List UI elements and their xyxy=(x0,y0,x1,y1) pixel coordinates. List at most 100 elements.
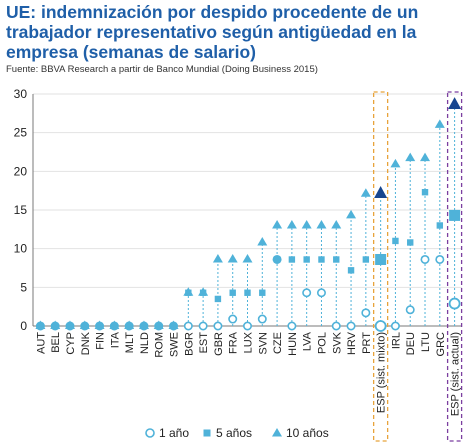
marker-10-years xyxy=(346,209,357,219)
marker-1-year xyxy=(390,321,400,331)
category-group: GBR xyxy=(212,253,225,356)
highlight-box xyxy=(372,91,389,442)
marker-10-years xyxy=(183,287,194,296)
category-group: DNK xyxy=(79,320,92,355)
marker-5-years xyxy=(436,222,444,229)
x-tick-label: IRL xyxy=(390,332,402,349)
marker-1-year xyxy=(198,321,208,331)
legend-label: 10 años xyxy=(286,426,329,440)
marker-5-years xyxy=(407,239,414,246)
y-tick-label: 20 xyxy=(14,164,28,178)
y-tick-label: 10 xyxy=(14,242,28,256)
x-tick-label: LTU xyxy=(420,332,432,352)
marker-10-years xyxy=(286,219,297,229)
category-group: BGR xyxy=(183,287,195,356)
category-group: GRC xyxy=(434,119,447,356)
x-tick-label: ITA xyxy=(109,331,121,348)
category-group: ROM xyxy=(153,320,166,358)
marker-5-years xyxy=(244,289,251,296)
y-tick-label: 5 xyxy=(20,280,27,294)
marker-5-years xyxy=(273,256,281,263)
category-group: EST xyxy=(198,287,210,353)
x-tick-label: HUN xyxy=(287,332,299,356)
marker-5-years xyxy=(318,256,325,263)
category-group: BEL xyxy=(50,320,62,353)
category-group: FIN xyxy=(94,320,107,350)
marker-10-years xyxy=(153,320,164,329)
marker-5-years xyxy=(362,256,370,263)
source-note: Fuente: BBVA Research a partir de Banco … xyxy=(6,64,318,75)
page-title: UE: indemnización por despido procedente… xyxy=(6,2,419,62)
x-tick-label: BGR xyxy=(183,332,195,356)
x-tick-label: SWE xyxy=(169,332,181,357)
legend-marker-10-years xyxy=(272,428,282,437)
legend-label: 1 año xyxy=(159,426,189,440)
category-group: ESP (sist. mixto) xyxy=(374,186,388,413)
marker-10-years xyxy=(198,287,209,296)
legend-label: 5 años xyxy=(216,426,252,440)
marker-1-year xyxy=(257,314,267,324)
marker-10-years xyxy=(374,186,388,198)
marker-10-years xyxy=(331,219,342,229)
x-tick-label: ROM xyxy=(154,332,166,358)
marker-10-years xyxy=(64,320,75,329)
marker-1-year xyxy=(361,308,371,318)
marker-1-year xyxy=(435,254,445,264)
y-tick-label: 25 xyxy=(14,126,28,140)
category-group: DEU xyxy=(405,152,417,355)
marker-5-years xyxy=(303,256,310,263)
legend-item: 10 años xyxy=(272,426,329,440)
x-tick-label: CYP xyxy=(65,332,77,355)
x-tick-label: EST xyxy=(198,332,210,354)
marker-10-years xyxy=(301,219,312,229)
marker-5-years xyxy=(333,256,340,263)
legend-item: 5 años xyxy=(203,426,252,440)
category-group: LVA xyxy=(301,219,314,351)
category-group: CYP xyxy=(64,320,77,355)
marker-5-years xyxy=(375,253,387,265)
category-group: FRA xyxy=(227,253,240,354)
marker-10-years xyxy=(257,236,268,246)
legend-marker-1-year xyxy=(145,428,155,438)
legend-marker-5-years xyxy=(203,429,211,437)
marker-10-years xyxy=(405,152,416,162)
marker-1-year xyxy=(316,288,326,298)
category-group: IRL xyxy=(390,158,402,349)
marker-5-years xyxy=(229,289,236,296)
x-tick-label: DEU xyxy=(405,332,417,355)
marker-10-years xyxy=(79,320,90,329)
marker-10-years xyxy=(242,253,253,263)
category-group: HRV xyxy=(346,209,358,355)
x-tick-label: LVA xyxy=(302,331,314,351)
marker-10-years xyxy=(390,158,401,168)
category-group: AUT xyxy=(35,320,47,354)
highlight-box xyxy=(446,91,463,442)
marker-5-years xyxy=(347,267,355,274)
marker-10-years xyxy=(168,320,179,329)
x-tick-label: SVK xyxy=(331,331,343,354)
x-tick-label: PRT xyxy=(361,332,373,354)
marker-1-year xyxy=(287,321,297,331)
category-group: SWE xyxy=(168,320,181,357)
marker-5-years xyxy=(421,189,429,196)
x-tick-label: FRA xyxy=(228,331,240,354)
category-group: NLD xyxy=(138,320,151,354)
category-group: CZE xyxy=(272,219,284,354)
x-tick-label: MLT xyxy=(124,332,136,353)
marker-1-year xyxy=(243,321,253,331)
marker-10-years xyxy=(124,320,135,329)
x-tick-label: DNK xyxy=(80,331,92,355)
marker-1-year xyxy=(331,321,341,331)
marker-10-years xyxy=(227,253,238,263)
marker-5-years xyxy=(259,289,266,296)
marker-1-year xyxy=(346,321,356,331)
x-tick-label: GBR xyxy=(213,332,225,356)
x-tick-label: NLD xyxy=(139,332,151,354)
marker-10-years xyxy=(109,320,120,329)
marker-10-years xyxy=(420,152,431,162)
marker-10-years xyxy=(138,320,149,329)
marker-1-year xyxy=(213,321,223,331)
marker-10-years xyxy=(212,253,223,263)
marker-10-years xyxy=(272,219,283,229)
